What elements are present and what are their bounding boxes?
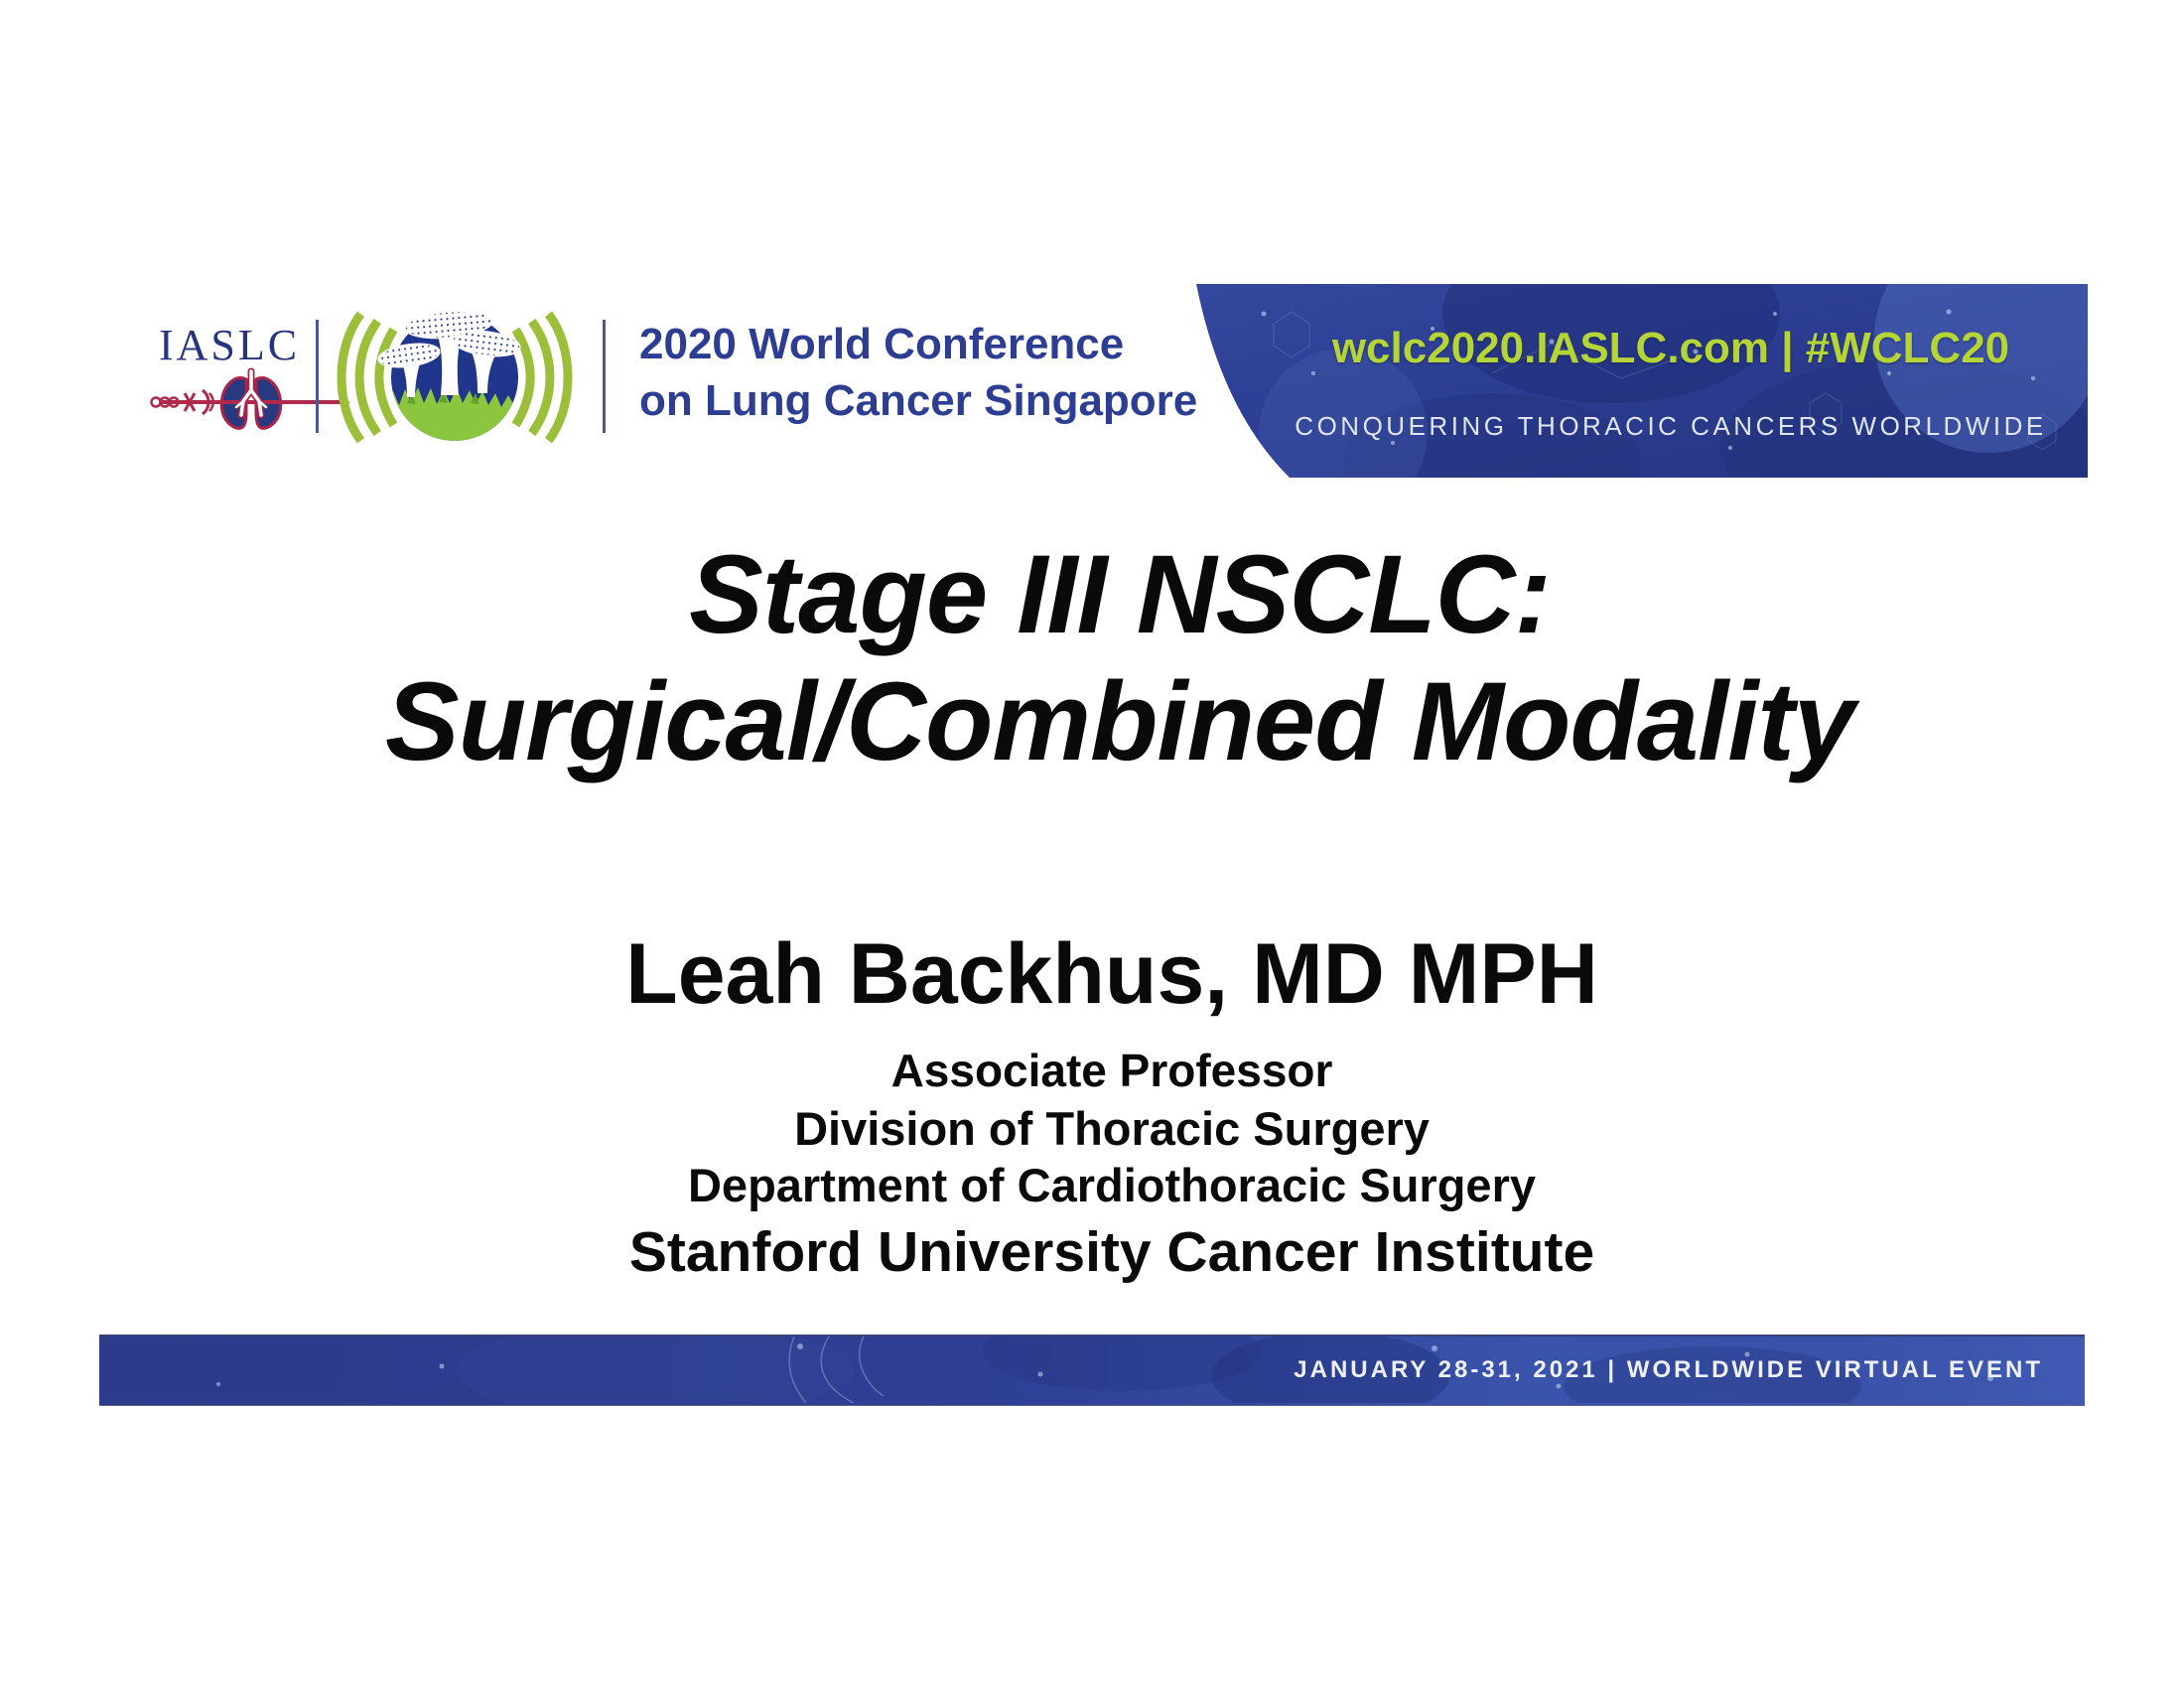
grass [391, 387, 518, 441]
event-date-text: JANUARY 28-31, 2021 | WORLDWIDE VIRTUAL … [1294, 1356, 2043, 1383]
logo-divider-left [316, 320, 319, 433]
footer-bar: JANUARY 28-31, 2021 | WORLDWIDE VIRTUAL … [99, 1335, 2085, 1406]
conference-title-lockup: 2020 World Conference on Lung Cancer Sin… [639, 316, 1197, 429]
footer-bar-decoration [216, 1336, 1993, 1403]
slide-title: Stage III NSCLC: Surgical/Combined Modal… [28, 531, 2184, 785]
author-division: Division of Thoracic Surgery [794, 1102, 1430, 1155]
logo-divider-right [603, 320, 606, 433]
banner-url-text: wclc2020.IASLC.com | #WCLC20 [1331, 324, 2010, 372]
iaslc-lung-sword-icon [150, 367, 350, 430]
wclc-supertrees-icon [337, 310, 573, 444]
conference-line1: 2020 World Conference [639, 320, 1125, 368]
iaslc-wordmark: IASLC [159, 321, 301, 369]
conference-line2: on Lung Cancer Singapore [639, 376, 1198, 425]
author-institution: Stanford University Cancer Institute [628, 1220, 1595, 1284]
banner-background [1196, 284, 2088, 478]
wclc-banner: wclc2020.IASLC.com | #WCLC20 CONQUERING … [1194, 284, 2088, 478]
banner-tagline: CONQUERING THORACIC CANCERS WORLDWIDE [1295, 411, 2047, 441]
author-department: Department of Cardiothoracic Surgery [687, 1159, 1536, 1211]
slide-title-line1: Stage III NSCLC: [689, 532, 1552, 656]
author-name: Leah Backhus, MD MPH [625, 926, 1598, 1022]
slide-title-line2: Surgical/Combined Modality [385, 659, 1855, 783]
author-block: Leah Backhus, MD MPH Associate Professor… [20, 931, 2184, 1281]
author-role: Associate Professor [890, 1045, 1333, 1096]
